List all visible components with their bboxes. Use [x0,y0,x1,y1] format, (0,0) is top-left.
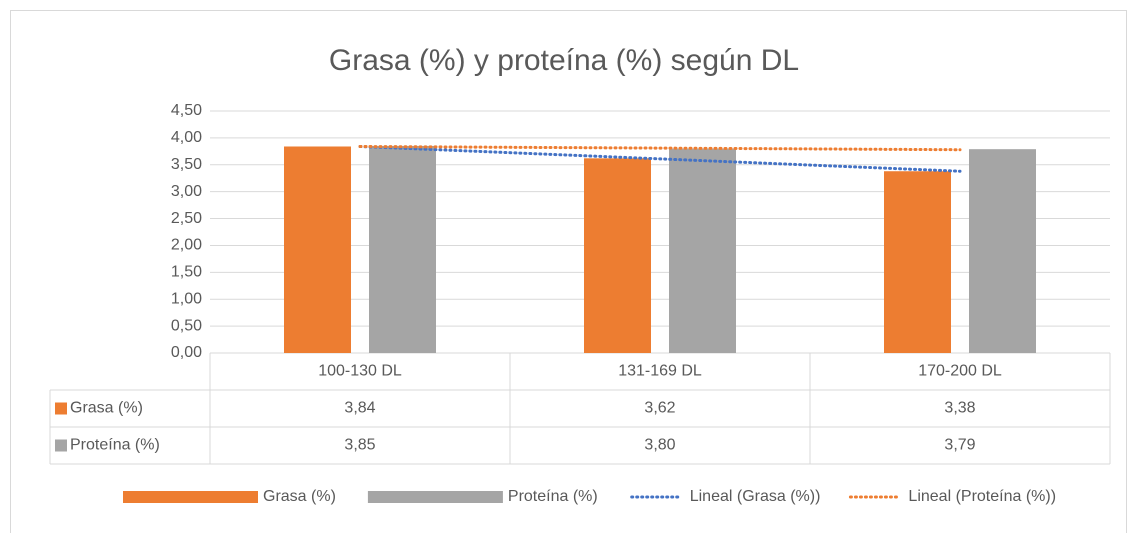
y-tick-label: 0,00 [171,344,202,361]
row-label: Grasa (%) [70,400,143,417]
data-label: 3,80 [644,437,675,454]
legend-key [123,491,258,503]
y-tick-label: 2,00 [171,237,202,254]
trendline [358,144,962,152]
y-tick-label: 0,50 [171,317,202,334]
legend-label: Proteína (%) [508,488,598,505]
bar [669,148,736,353]
y-tick-label: 4,50 [171,102,202,119]
legend-key [367,491,503,503]
bar [284,146,351,353]
bar [584,158,651,353]
x-tick-label: 170-200 DL [918,363,1002,380]
bar [884,171,951,353]
x-tick-label: 131-169 DL [618,363,702,380]
data-label: 3,85 [344,437,375,454]
x-tick-label: 100-130 DL [318,363,402,380]
legend-label: Lineal (Grasa (%)) [690,488,821,505]
data-label: 3,79 [944,437,975,454]
y-tick-label: 1,50 [171,264,202,281]
y-tick-label: 4,00 [171,129,202,146]
bar [969,149,1036,353]
y-tick-label: 3,00 [171,183,202,200]
chart-title: Grasa (%) y proteína (%) según DL [329,44,799,77]
y-tick-label: 3,50 [171,156,202,173]
data-label: 3,38 [944,400,975,417]
y-tick-label: 2,50 [171,210,202,227]
data-label: 3,84 [344,400,375,417]
data-label: 3,62 [644,400,675,417]
legend-key [55,402,67,415]
y-tick-label: 1,00 [171,290,202,307]
row-label: Proteína (%) [70,437,160,454]
bar [369,145,436,353]
legend-label: Grasa (%) [263,488,336,505]
legend-label: Lineal (Proteína (%)) [908,488,1056,505]
trendline [358,144,962,173]
legend-key [55,439,67,452]
